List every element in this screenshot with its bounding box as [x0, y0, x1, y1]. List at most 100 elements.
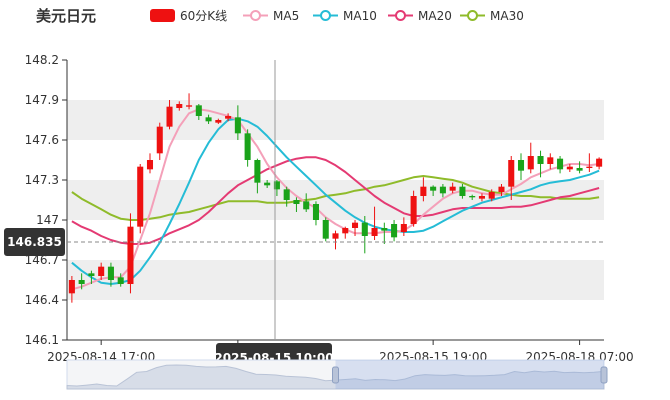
- candle[interactable]: [566, 164, 573, 172]
- candle[interactable]: [312, 201, 319, 226]
- slider-preview: [66, 364, 605, 390]
- candle-body: [244, 133, 251, 160]
- slider-window: [335, 360, 604, 389]
- candle-body: [322, 220, 329, 239]
- legend-label: MA5: [273, 9, 299, 23]
- candle[interactable]: [215, 118, 222, 124]
- candle[interactable]: [557, 156, 564, 174]
- legend-label: MA10: [343, 9, 377, 23]
- candle[interactable]: [205, 114, 212, 124]
- candle[interactable]: [234, 105, 241, 140]
- grid-band: [67, 100, 604, 140]
- candle[interactable]: [195, 104, 202, 120]
- candle-body: [527, 156, 534, 170]
- candle[interactable]: [517, 153, 525, 180]
- candle[interactable]: [68, 276, 75, 303]
- slider-handle-left[interactable]: [332, 366, 339, 384]
- candle[interactable]: [283, 186, 290, 207]
- candle[interactable]: [576, 161, 583, 174]
- candle-body: [205, 117, 212, 122]
- candle[interactable]: [88, 270, 95, 284]
- candle[interactable]: [225, 113, 232, 122]
- candle[interactable]: [186, 93, 193, 110]
- candle[interactable]: [107, 262, 114, 287]
- slider-handle-right[interactable]: [600, 366, 608, 384]
- legend-label: MA30: [490, 9, 524, 23]
- candle-body: [459, 186, 466, 196]
- candle[interactable]: [254, 158, 261, 194]
- candle-body: [156, 126, 163, 154]
- y-tick-label: 147.9: [25, 93, 59, 107]
- candle-body: [283, 189, 290, 200]
- candle[interactable]: [508, 156, 515, 200]
- price-tooltip-box: [4, 228, 65, 256]
- candle[interactable]: [488, 189, 495, 202]
- data-zoom-slider[interactable]: [66, 359, 608, 390]
- candle-body: [557, 158, 564, 170]
- candle-body: [303, 201, 310, 210]
- candle[interactable]: [527, 142, 534, 174]
- legend-item[interactable]: 60分K线: [150, 9, 227, 23]
- candle[interactable]: [166, 100, 173, 130]
- candle[interactable]: [78, 273, 85, 290]
- candle[interactable]: [498, 184, 505, 196]
- candle-body: [264, 182, 271, 186]
- candle[interactable]: [264, 180, 271, 188]
- candle[interactable]: [459, 184, 466, 199]
- candle-body: [566, 166, 573, 170]
- candle-body: [469, 196, 476, 198]
- candle[interactable]: [596, 157, 603, 170]
- candle[interactable]: [156, 122, 163, 160]
- candle[interactable]: [586, 153, 593, 172]
- candle-body: [68, 280, 75, 294]
- candle[interactable]: [547, 153, 554, 170]
- y-tick-label: 146.1: [25, 333, 59, 347]
- candle-body: [312, 204, 319, 220]
- candle[interactable]: [176, 101, 183, 111]
- candle-body: [420, 186, 427, 196]
- candle[interactable]: [273, 180, 280, 196]
- candle[interactable]: [371, 206, 378, 240]
- candle-body: [176, 104, 183, 108]
- candle[interactable]: [146, 153, 154, 174]
- candle[interactable]: [127, 213, 134, 294]
- legend-item[interactable]: MA30: [460, 9, 524, 23]
- grid-bands: [67, 100, 604, 300]
- legend-item[interactable]: MA5: [243, 9, 299, 23]
- candle[interactable]: [430, 185, 437, 196]
- candle[interactable]: [98, 262, 105, 280]
- candle[interactable]: [303, 193, 310, 212]
- chart-legend[interactable]: 60分K线 MA5 MA10 MA20 MA30: [150, 9, 524, 23]
- candle[interactable]: [400, 217, 407, 236]
- candle[interactable]: [537, 150, 544, 178]
- candle[interactable]: [244, 129, 251, 167]
- candle[interactable]: [342, 226, 349, 239]
- candle[interactable]: [293, 197, 300, 212]
- candle[interactable]: [478, 193, 485, 202]
- candle[interactable]: [332, 230, 339, 250]
- y-tick-label: 146.7: [25, 253, 59, 267]
- candle-body: [215, 120, 222, 123]
- candle[interactable]: [117, 273, 124, 287]
- legend-item[interactable]: MA20: [388, 9, 452, 23]
- candle-body: [361, 222, 368, 236]
- candles-series[interactable]: [68, 93, 603, 303]
- candle-body: [98, 266, 105, 276]
- candle[interactable]: [322, 217, 329, 242]
- legend-item[interactable]: MA10: [313, 9, 377, 23]
- candle[interactable]: [361, 216, 368, 254]
- legend-marker: [320, 10, 331, 21]
- candle[interactable]: [439, 184, 446, 198]
- candle[interactable]: [352, 220, 359, 236]
- legend-swatch: [150, 9, 175, 22]
- candle[interactable]: [137, 164, 144, 234]
- candle[interactable]: [381, 222, 388, 244]
- candle[interactable]: [420, 177, 427, 202]
- ma20-line: [71, 156, 600, 245]
- y-tick-label: 148.2: [25, 53, 59, 67]
- candle[interactable]: [391, 220, 398, 242]
- candle[interactable]: [469, 194, 476, 200]
- candle[interactable]: [410, 190, 417, 227]
- candle[interactable]: [449, 182, 456, 194]
